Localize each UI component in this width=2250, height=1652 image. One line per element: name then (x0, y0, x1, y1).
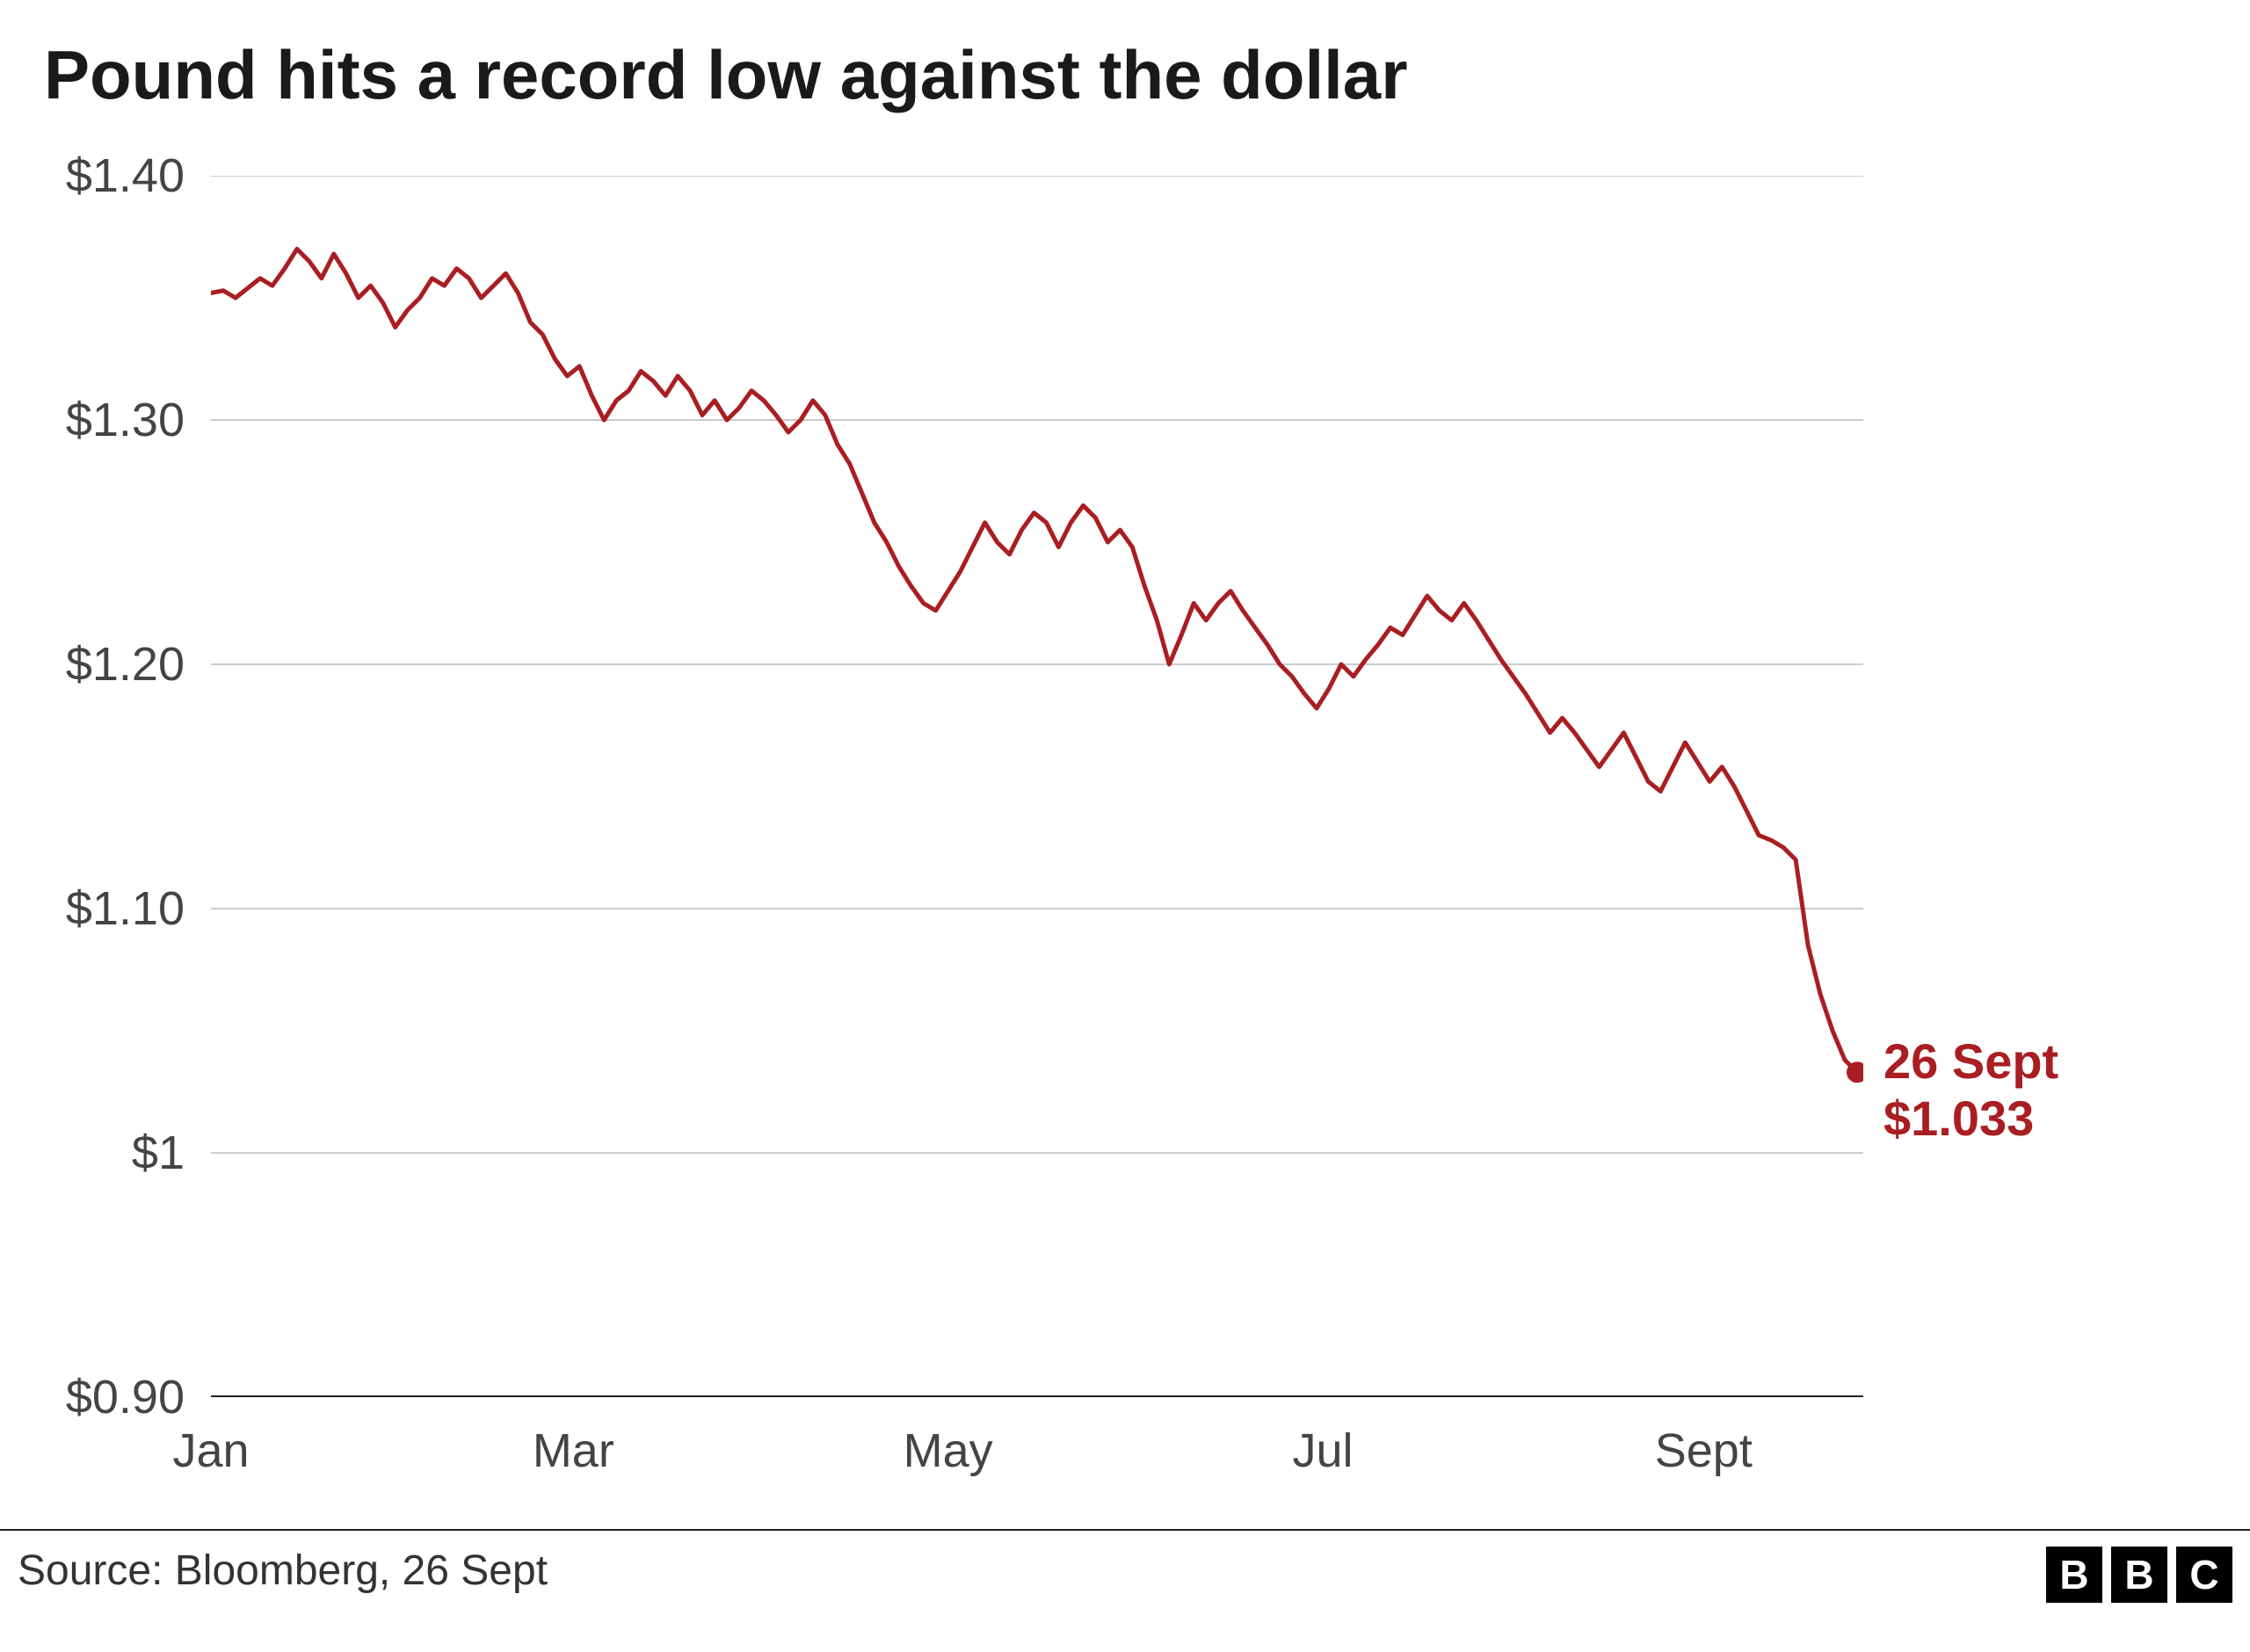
chart-container: Pound hits a record low against the doll… (0, 0, 2250, 1652)
bbc-block: B (2111, 1547, 2167, 1603)
line-chart (211, 176, 1863, 1397)
y-tick-label: $1 (0, 1126, 185, 1180)
end-value-callout: 26 Sept $1.033 (1883, 1033, 2058, 1147)
chart-title: Pound hits a record low against the doll… (44, 35, 1408, 115)
bbc-block: C (2176, 1547, 2232, 1603)
bbc-logo: BBC (2046, 1547, 2232, 1603)
y-tick-label: $0.90 (0, 1370, 185, 1424)
source-text: Source: Bloomberg, 26 Sept (18, 1547, 548, 1595)
x-tick-label: Jul (1292, 1424, 1353, 1478)
y-tick-label: $1.10 (0, 881, 185, 936)
y-tick-label: $1.20 (0, 637, 185, 692)
x-tick-label: Mar (533, 1424, 614, 1478)
footer-rule (0, 1529, 2250, 1531)
y-tick-label: $1.30 (0, 393, 185, 447)
bbc-block: B (2046, 1547, 2102, 1603)
x-tick-label: Jan (172, 1424, 249, 1478)
x-tick-label: Sept (1655, 1424, 1753, 1478)
y-tick-label: $1.40 (0, 149, 185, 203)
x-tick-label: May (904, 1424, 993, 1478)
callout-date: 26 Sept (1883, 1033, 2058, 1090)
callout-value: $1.033 (1883, 1090, 2058, 1147)
